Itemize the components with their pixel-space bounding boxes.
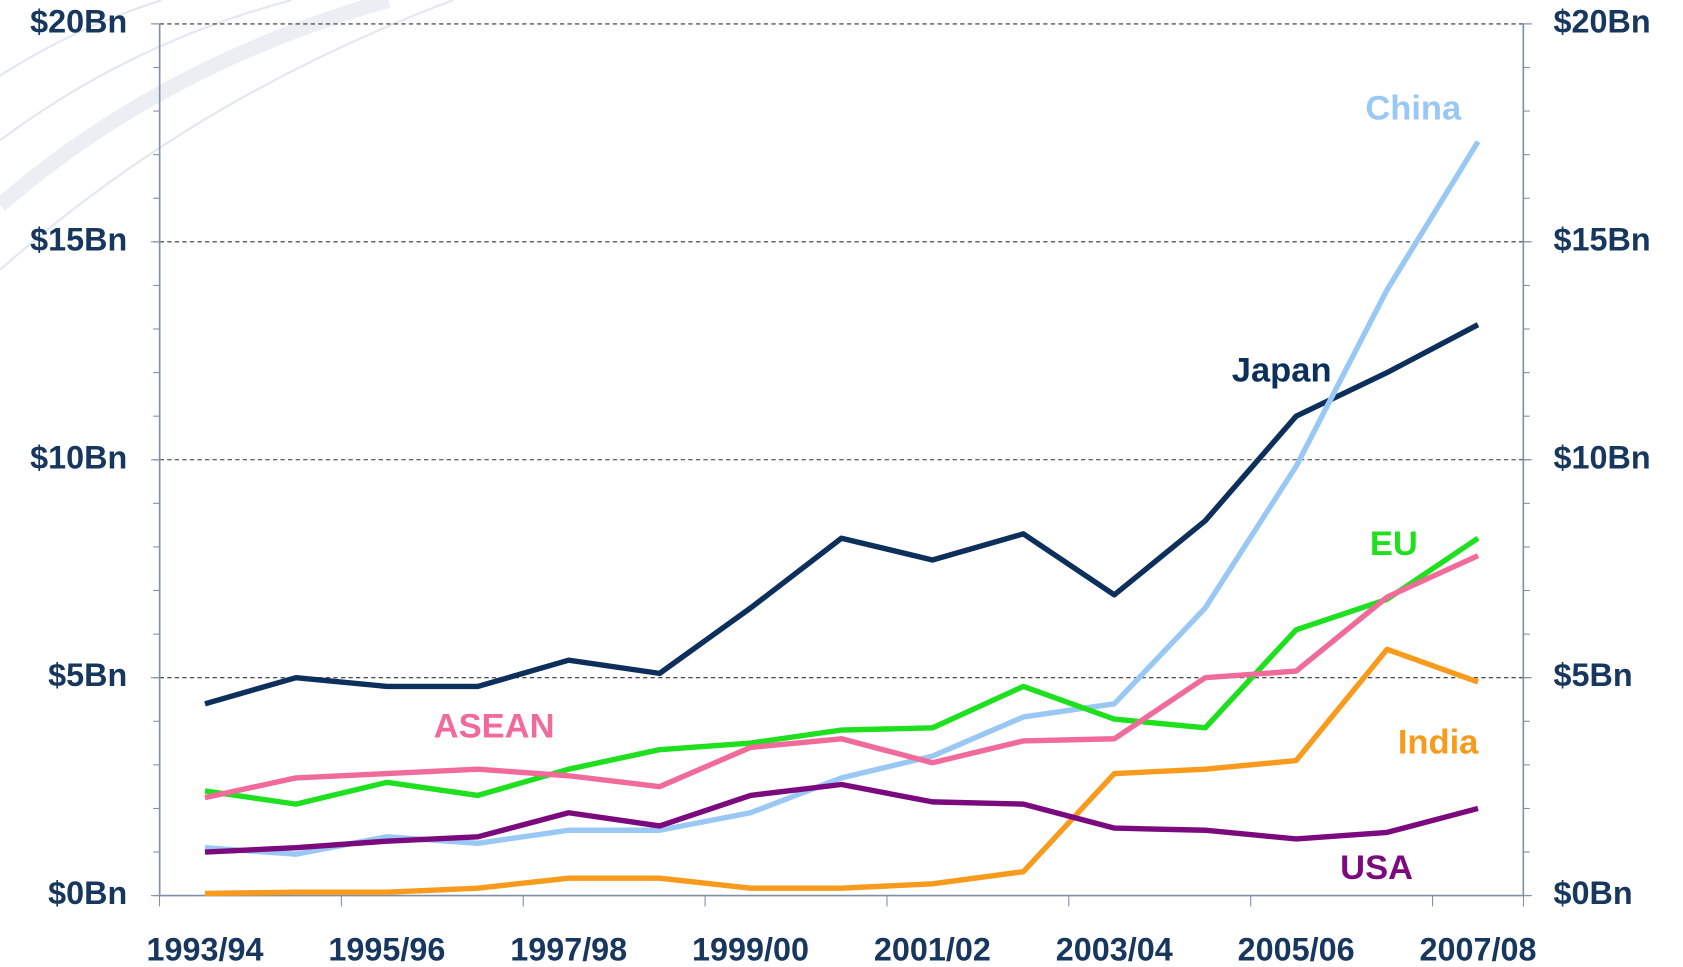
y2-tick-label: $10Bn bbox=[1554, 439, 1651, 475]
y-tick-label: $5Bn bbox=[48, 657, 127, 693]
series-label: EU bbox=[1370, 525, 1418, 563]
x-tick-label: 2005/06 bbox=[1238, 931, 1355, 967]
y2-tick-label: $5Bn bbox=[1554, 657, 1633, 693]
y2-tick-label: $20Bn bbox=[1554, 3, 1651, 39]
y-tick-label: $15Bn bbox=[30, 221, 127, 257]
series-line bbox=[205, 784, 1478, 852]
y2-tick-label: $0Bn bbox=[1554, 875, 1633, 911]
series-label: ASEAN bbox=[434, 708, 555, 746]
x-tick-label: 2003/04 bbox=[1056, 931, 1173, 967]
x-tick-label: 1999/00 bbox=[692, 931, 809, 967]
x-tick-label: 1993/94 bbox=[146, 931, 263, 967]
x-tick-label: 2001/02 bbox=[874, 931, 991, 967]
chart: $0Bn $5Bn $10Bn $15Bn $20Bn $0Bn $5Bn $10Bn $15B… bbox=[0, 0, 1683, 967]
series-label: India bbox=[1398, 724, 1479, 762]
y-tick-label: $0Bn bbox=[48, 875, 127, 911]
y-tick-label: $10Bn bbox=[30, 439, 127, 475]
x-tick-label: 2007/08 bbox=[1420, 931, 1537, 967]
series-line bbox=[205, 142, 1478, 855]
y2-tick-label: $15Bn bbox=[1554, 221, 1651, 257]
x-tick-label: 1997/98 bbox=[510, 931, 627, 967]
series-label: Japan bbox=[1232, 352, 1332, 390]
x-tick-label: 1995/96 bbox=[328, 931, 445, 967]
series-label: USA bbox=[1340, 849, 1413, 887]
y-tick-label: $20Bn bbox=[30, 3, 127, 39]
series-label: China bbox=[1365, 89, 1462, 127]
